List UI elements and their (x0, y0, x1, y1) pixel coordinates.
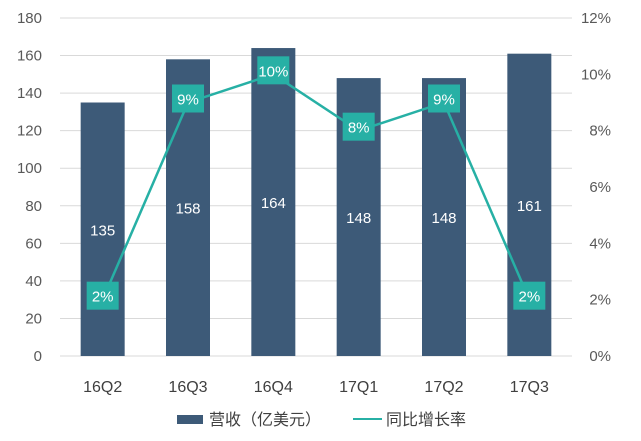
right-axis-ticks: 0% 2% 4% 6% 8% 10% 12% (581, 10, 611, 365)
growth-point-16Q3 (172, 84, 204, 113)
x-tick-label: 16Q4 (254, 379, 293, 396)
right-tick-label: 6% (589, 179, 611, 196)
bar-value-label: 161 (517, 198, 542, 215)
legend-label-growth: 同比增长率 (386, 410, 466, 429)
growth-value-label: 10% (258, 63, 288, 80)
x-tick-label: 16Q3 (168, 379, 207, 396)
bar-value-label: 158 (175, 201, 200, 218)
growth-line-path (101, 72, 531, 301)
revenue-bars: 135 158 164 148 148 161 (80, 48, 552, 357)
left-axis-ticks: 0 20 40 60 80 100 120 140 160 180 (17, 10, 42, 365)
left-tick-label: 140 (17, 85, 42, 102)
growth-point-17Q3 (513, 281, 546, 310)
growth-point-16Q2 (86, 281, 119, 310)
legend-swatch-revenue (177, 415, 203, 424)
growth-point-16Q4 (257, 56, 290, 85)
legend: 营收（亿美元） 同比增长率 (177, 410, 466, 429)
right-tick-label: 2% (589, 292, 611, 309)
right-tick-label: 8% (589, 123, 611, 140)
left-tick-label: 40 (25, 273, 42, 290)
right-tick-label: 12% (581, 10, 611, 27)
growth-value-label: 2% (92, 289, 114, 306)
x-tick-label: 17Q1 (339, 379, 378, 396)
bar-16Q2 (80, 102, 125, 356)
gridlines (60, 17, 572, 357)
right-tick-label: 0% (589, 348, 611, 365)
x-axis-ticks: 16Q2 16Q3 16Q4 17Q1 17Q2 17Q3 (83, 379, 549, 396)
left-tick-label: 20 (25, 310, 42, 327)
legend-label-revenue: 营收（亿美元） (209, 410, 321, 429)
growth-point-17Q1 (342, 112, 375, 141)
left-tick-label: 80 (25, 198, 42, 215)
growth-value-label: 9% (177, 92, 199, 109)
bar-value-label: 148 (431, 210, 456, 227)
x-tick-label: 17Q2 (424, 379, 463, 396)
growth-value-label: 8% (348, 120, 370, 137)
left-tick-label: 100 (17, 160, 42, 177)
growth-point-17Q2 (428, 84, 460, 113)
left-tick-label: 0 (34, 348, 42, 365)
bar-value-label: 135 (90, 222, 115, 239)
right-tick-label: 4% (589, 235, 611, 252)
bar-16Q4 (251, 48, 296, 357)
bar-17Q2 (422, 78, 466, 356)
left-tick-label: 60 (25, 235, 42, 252)
bar-value-label: 164 (261, 195, 286, 212)
left-tick-label: 160 (17, 48, 42, 65)
left-tick-label: 120 (17, 123, 42, 140)
right-tick-label: 10% (581, 66, 611, 83)
left-tick-label: 180 (17, 10, 42, 27)
growth-line: 2% 9% 10% 8% 9% 2% (86, 56, 546, 310)
x-tick-label: 17Q3 (510, 379, 549, 396)
growth-value-label: 9% (433, 92, 455, 109)
bar-value-label: 148 (346, 210, 371, 227)
growth-value-label: 2% (518, 289, 540, 306)
x-tick-label: 16Q2 (83, 379, 122, 396)
